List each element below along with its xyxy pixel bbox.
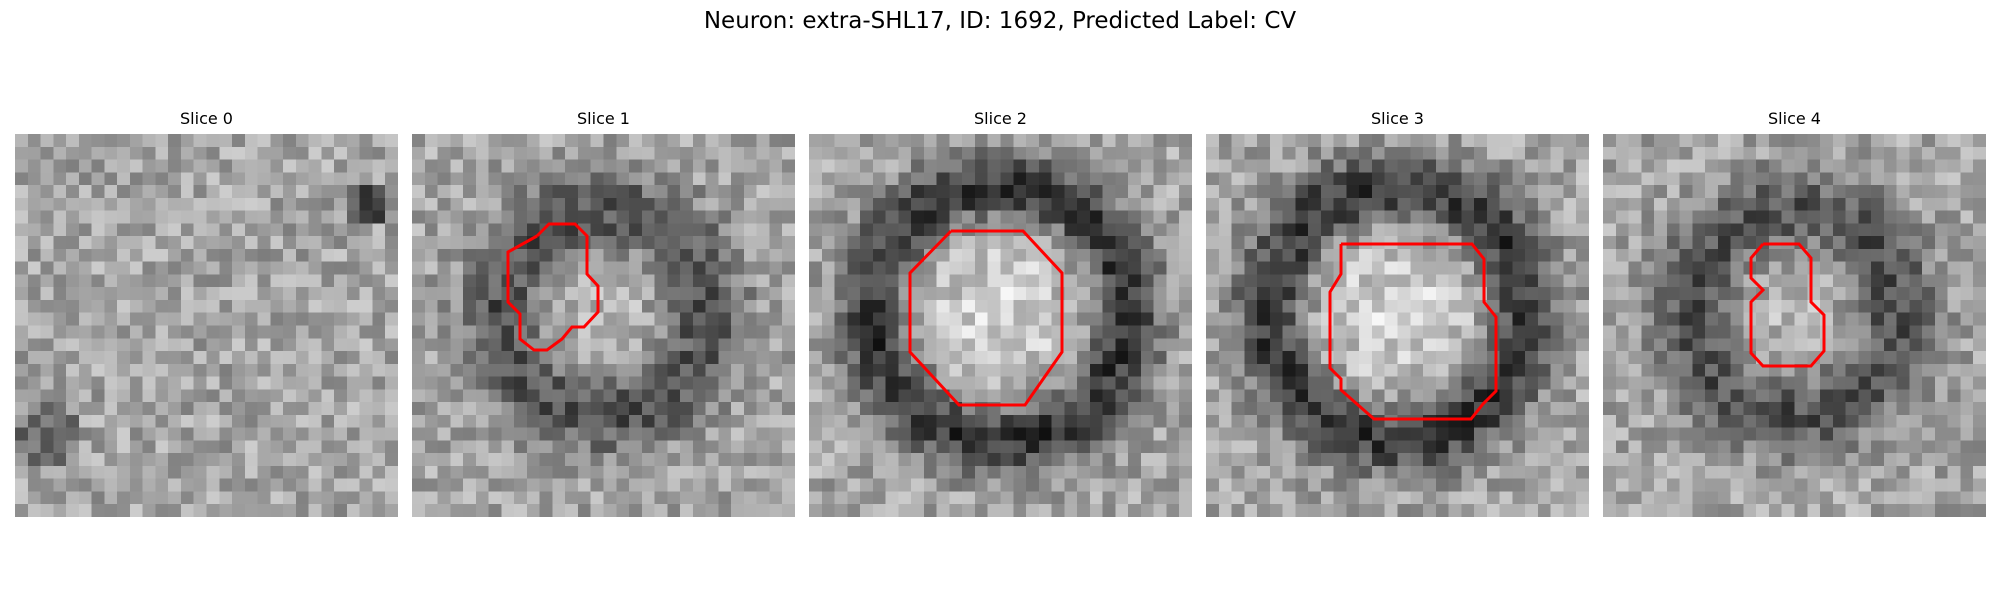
slice-image [412,134,795,517]
slice-panel-2: Slice 2 [809,108,1192,130]
slice-panel-3: Slice 3 [1206,108,1589,130]
segmentation-contour [809,134,1192,517]
slice-image [1603,134,1986,517]
slice-title: Slice 4 [1603,108,1986,130]
grayscale-heatmap [15,134,398,517]
segmentation-contour [1206,134,1589,517]
slice-title: Slice 0 [15,108,398,130]
slice-panel-1: Slice 1 [412,108,795,130]
slice-image [1206,134,1589,517]
segmentation-contour [412,134,795,517]
slice-panel-0: Slice 0 [15,108,398,130]
slice-title: Slice 3 [1206,108,1589,130]
slice-title: Slice 2 [809,108,1192,130]
segmentation-contour [1603,134,1986,517]
slice-panel-4: Slice 4 [1603,108,1986,130]
slice-title: Slice 1 [412,108,795,130]
figure-title: Neuron: extra-SHL17, ID: 1692, Predicted… [0,8,2000,34]
slice-image [809,134,1192,517]
slice-image [15,134,398,517]
